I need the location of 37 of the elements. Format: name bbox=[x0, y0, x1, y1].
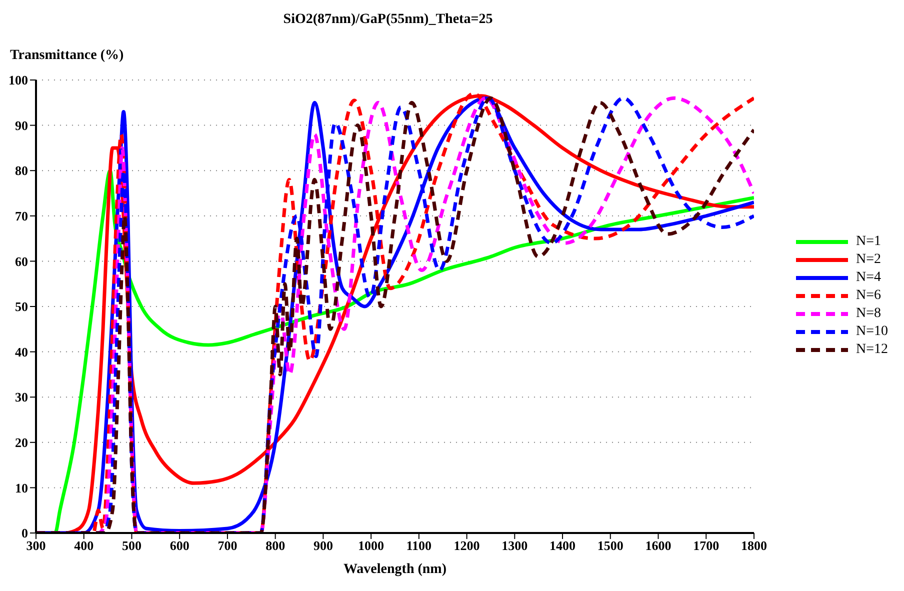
x-tick-label: 700 bbox=[218, 538, 238, 554]
legend-label: N=2 bbox=[856, 252, 881, 268]
y-tick-label: 70 bbox=[15, 208, 28, 224]
legend-label: N=12 bbox=[856, 342, 888, 358]
x-tick-label: 1500 bbox=[597, 538, 624, 554]
legend-label: N=6 bbox=[856, 288, 881, 304]
legend-label: N=1 bbox=[856, 234, 881, 250]
x-tick-label: 1000 bbox=[358, 538, 384, 554]
y-tick-label: 0 bbox=[22, 526, 28, 541]
legend-label: N=8 bbox=[856, 306, 881, 322]
legend-label: N=4 bbox=[856, 270, 881, 286]
x-tick-label: 1700 bbox=[693, 538, 720, 554]
x-tick-label: 1600 bbox=[645, 538, 672, 554]
y-tick-label: 20 bbox=[15, 435, 28, 450]
x-tick-label: 300 bbox=[26, 538, 46, 554]
x-axis-title: Wavelength (nm) bbox=[343, 562, 447, 577]
y-tick-label: 10 bbox=[15, 480, 28, 496]
x-tick-label: 1400 bbox=[550, 538, 576, 554]
y-tick-label: 100 bbox=[8, 72, 28, 88]
y-tick-label: 30 bbox=[15, 390, 28, 405]
chart-title: SiO2(87nm)/GaP(55nm)_Theta=25 bbox=[282, 12, 494, 28]
x-tick-label: 1300 bbox=[502, 538, 528, 554]
y-tick-label: 50 bbox=[15, 299, 28, 314]
legend-label: N=10 bbox=[856, 324, 888, 340]
y-tick-label: 90 bbox=[15, 118, 28, 133]
x-tick-label: 1100 bbox=[406, 538, 432, 554]
y-tick-label: 60 bbox=[15, 254, 28, 269]
x-tick-label: 1200 bbox=[454, 538, 480, 554]
x-tick-label: 600 bbox=[170, 538, 190, 554]
y-axis-title: Transmittance (%) bbox=[10, 48, 124, 64]
x-tick-label: 900 bbox=[313, 538, 333, 554]
x-tick-label: 500 bbox=[122, 538, 142, 554]
x-tick-label: 800 bbox=[266, 538, 286, 554]
x-tick-label: 400 bbox=[74, 538, 94, 554]
x-tick-label: 1800 bbox=[740, 538, 767, 554]
y-tick-label: 80 bbox=[15, 163, 28, 178]
y-tick-label: 40 bbox=[15, 344, 28, 360]
